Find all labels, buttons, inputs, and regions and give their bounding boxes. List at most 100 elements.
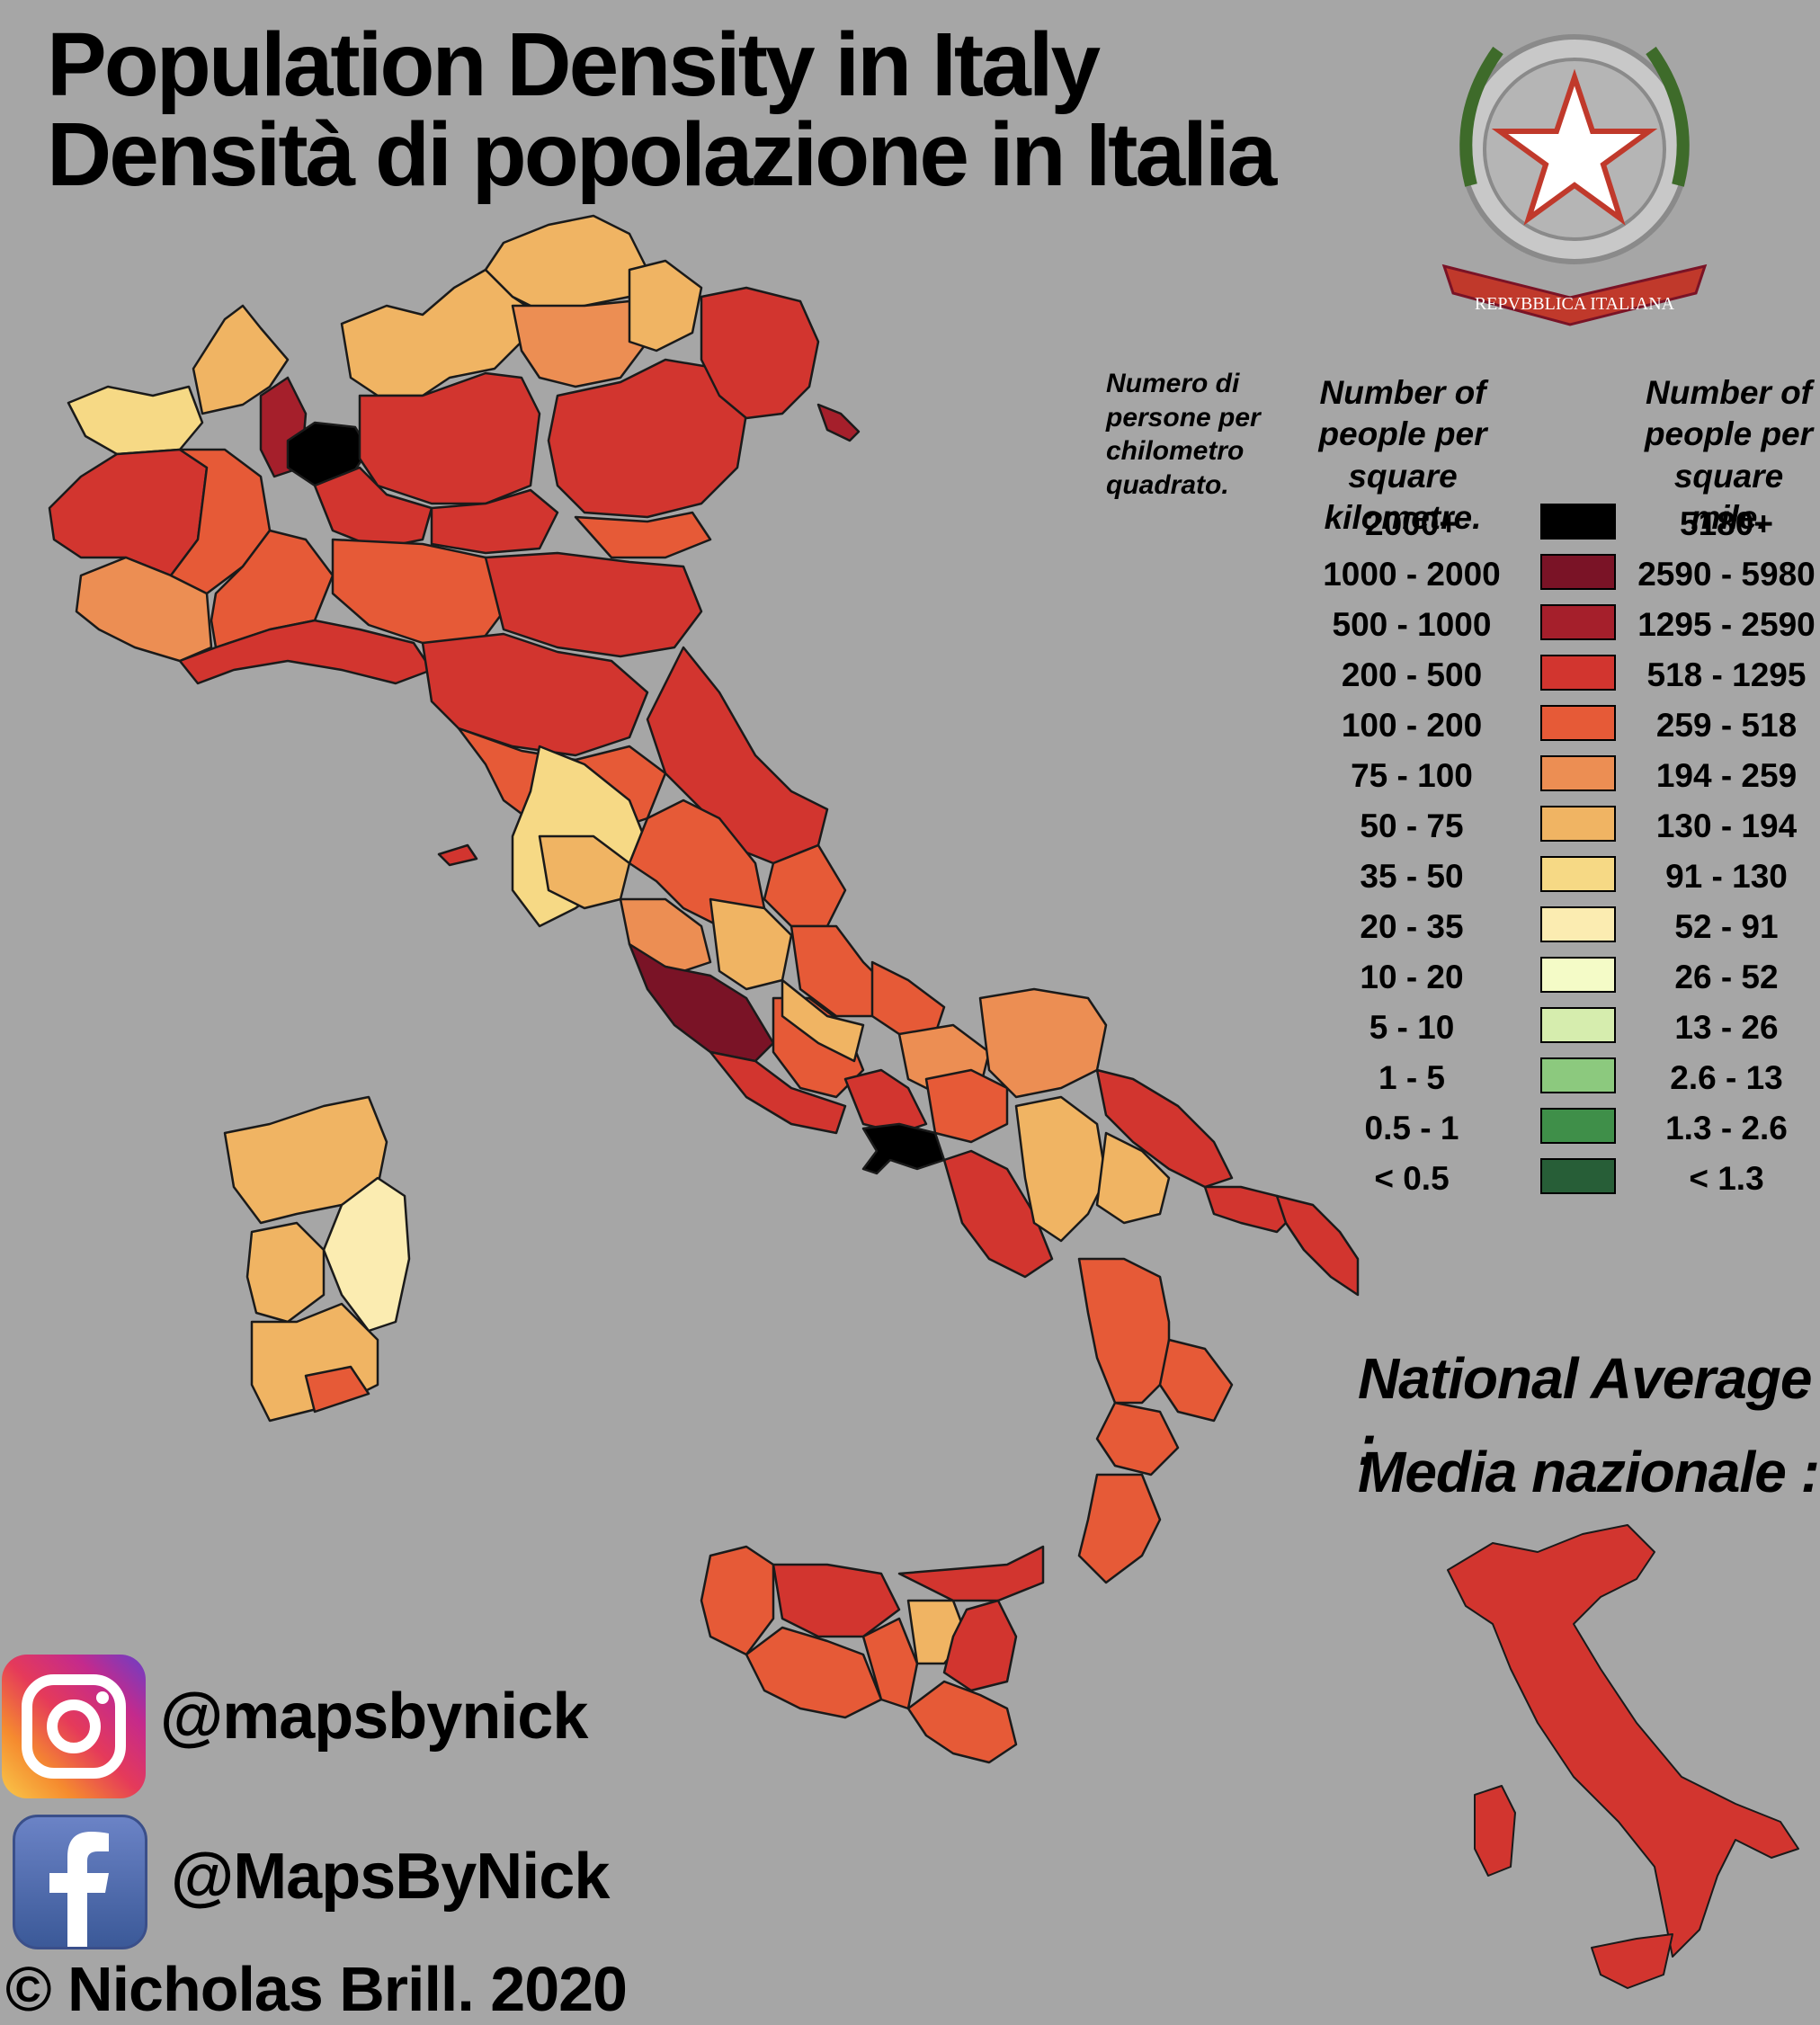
legend-swatch (1540, 655, 1616, 691)
facebook-handle[interactable]: @MapsByNick (171, 1841, 610, 1913)
region-nuoro (322, 1176, 411, 1333)
legend-km-range: 500 - 1000 (1332, 606, 1492, 643)
national-average-label-it: Media nazionale : (1358, 1440, 1820, 1504)
legend-row: 20 - 35 52 - 91 (0, 906, 1820, 950)
legend-swatch (1540, 806, 1616, 842)
region-agrigento (745, 1626, 883, 1719)
legend-km-range: 35 - 50 (1360, 858, 1464, 895)
region-trapani (700, 1545, 775, 1656)
region-veneto-central (547, 358, 748, 519)
region-asti (169, 448, 272, 595)
legend-swatch (1540, 957, 1616, 993)
region-caltanissetta (861, 1617, 919, 1710)
legend-km-range: 75 - 100 (1351, 757, 1473, 794)
legend-row: 500 - 1000 1295 - 2590 (0, 604, 1820, 647)
legend-header-km-en: Number of people per square kilometre. (1318, 374, 1487, 536)
legend-mi-range: 2590 - 5980 (1637, 556, 1816, 593)
legend-row: 75 - 100 194 - 259 (0, 755, 1820, 798)
region-bari (1095, 1068, 1234, 1189)
legend-row: 5 - 10 13 - 26 (0, 1007, 1820, 1050)
region-piemonte-north (192, 304, 290, 415)
legend-mi-range: 5180+ (1680, 505, 1773, 542)
legend-header-mi-en: Number of people per square mile. (1644, 374, 1814, 536)
region-crotone (1158, 1338, 1234, 1423)
avg-sicily (1591, 1933, 1673, 1989)
region-reggio-calabria (1077, 1473, 1162, 1584)
legend-mi-range: < 1.3 (1689, 1160, 1764, 1197)
legend-mi-range: 194 - 259 (1655, 757, 1798, 794)
legend-swatch (1540, 856, 1616, 892)
legend-km-range: 10 - 20 (1360, 959, 1464, 995)
region-toscana-north (421, 632, 649, 757)
region-catanzaro (1095, 1401, 1180, 1476)
legend-mi-range: 259 - 518 (1655, 707, 1798, 744)
region-palermo (772, 1563, 901, 1638)
legend-mi-range: 518 - 1295 (1646, 656, 1807, 693)
legend-swatch (1540, 1057, 1616, 1093)
region-cosenza (1077, 1257, 1171, 1405)
emblem-ribbon-text: REPVBBLICA ITALIANA (1475, 294, 1675, 314)
region-cremona-lodi (313, 466, 433, 550)
region-milano (286, 421, 370, 487)
legend-row: 50 - 75 130 - 194 (0, 806, 1820, 849)
region-emilia-east (484, 551, 703, 658)
legend-row: 1000 - 2000 2590 - 5980 (0, 554, 1820, 597)
legend-row: 200 - 500 518 - 1295 (0, 655, 1820, 698)
legend-km-range: 5 - 10 (1369, 1009, 1455, 1046)
legend-row: 2000+ 5180+ (0, 504, 1820, 547)
legend-swatch (1540, 554, 1616, 590)
legend-mi-range: 52 - 91 (1674, 908, 1779, 945)
region-napoli (861, 1122, 946, 1175)
region-trieste (816, 403, 861, 442)
instagram-icon[interactable] (2, 1655, 146, 1798)
legend-mi-range: 1295 - 2590 (1637, 606, 1816, 643)
legend-swatch (1540, 504, 1616, 540)
avg-italy-mainland (1447, 1524, 1799, 1958)
legend-swatch (1540, 1108, 1616, 1144)
avg-sardinia (1474, 1785, 1516, 1877)
region-oristano (245, 1221, 326, 1324)
legend-row: 1 - 5 2.6 - 13 (0, 1057, 1820, 1101)
legend-row: 35 - 50 91 - 130 (0, 856, 1820, 899)
map-title-it: Densità di popolazione in Italia (47, 104, 1277, 205)
legend-header-km-it: Numero di persone per chilometro quadrat… (1106, 369, 1261, 500)
legend-swatch (1540, 1007, 1616, 1043)
legend-km-range: 0.5 - 1 (1364, 1110, 1459, 1146)
legend-row: 10 - 20 26 - 52 (0, 957, 1820, 1000)
national-average-map (1447, 1524, 1799, 1989)
legend-km-range: 50 - 75 (1360, 807, 1464, 844)
region-lecce (1275, 1194, 1360, 1297)
region-laquila (781, 978, 865, 1063)
legend-swatch (1540, 1158, 1616, 1194)
legend-km-range: 20 - 35 (1360, 908, 1464, 945)
legend-mi-range: 1.3 - 2.6 (1665, 1110, 1788, 1146)
legend-swatch (1540, 705, 1616, 741)
legend-km-range: 200 - 500 (1341, 656, 1483, 693)
region-potenza (1014, 1095, 1108, 1243)
legend-km-range: 100 - 200 (1341, 707, 1483, 744)
region-messina (897, 1545, 1045, 1602)
legend-swatch (1540, 906, 1616, 942)
region-roma (628, 942, 775, 1063)
region-rovigo (574, 511, 712, 559)
region-belluno (628, 259, 703, 352)
legend-mi-range: 2.6 - 13 (1670, 1059, 1783, 1096)
legend-mi-range: 13 - 26 (1674, 1009, 1779, 1046)
region-cagliari (304, 1365, 370, 1414)
legend-row: < 0.5 < 1.3 (0, 1158, 1820, 1201)
national-average-label-en: National Average : (1358, 1346, 1812, 1477)
copyright-notice: © Nicholas Brill. 2020 (5, 1954, 628, 2024)
legend-swatch (1540, 755, 1616, 791)
facebook-icon[interactable] (13, 1815, 147, 1949)
legend-km-range: < 0.5 (1374, 1160, 1450, 1197)
region-caserta (843, 1068, 928, 1135)
legend-mi-range: 130 - 194 (1655, 807, 1798, 844)
legend-mi-range: 26 - 52 (1674, 959, 1779, 995)
legend-mi-range: 91 - 130 (1665, 858, 1788, 895)
legend-row: 100 - 200 259 - 518 (0, 705, 1820, 748)
instagram-handle[interactable]: @mapsbynick (160, 1681, 588, 1753)
region-elba (437, 843, 478, 867)
region-ragusa-siracusa (906, 1680, 1018, 1764)
region-catania (942, 1599, 1018, 1692)
